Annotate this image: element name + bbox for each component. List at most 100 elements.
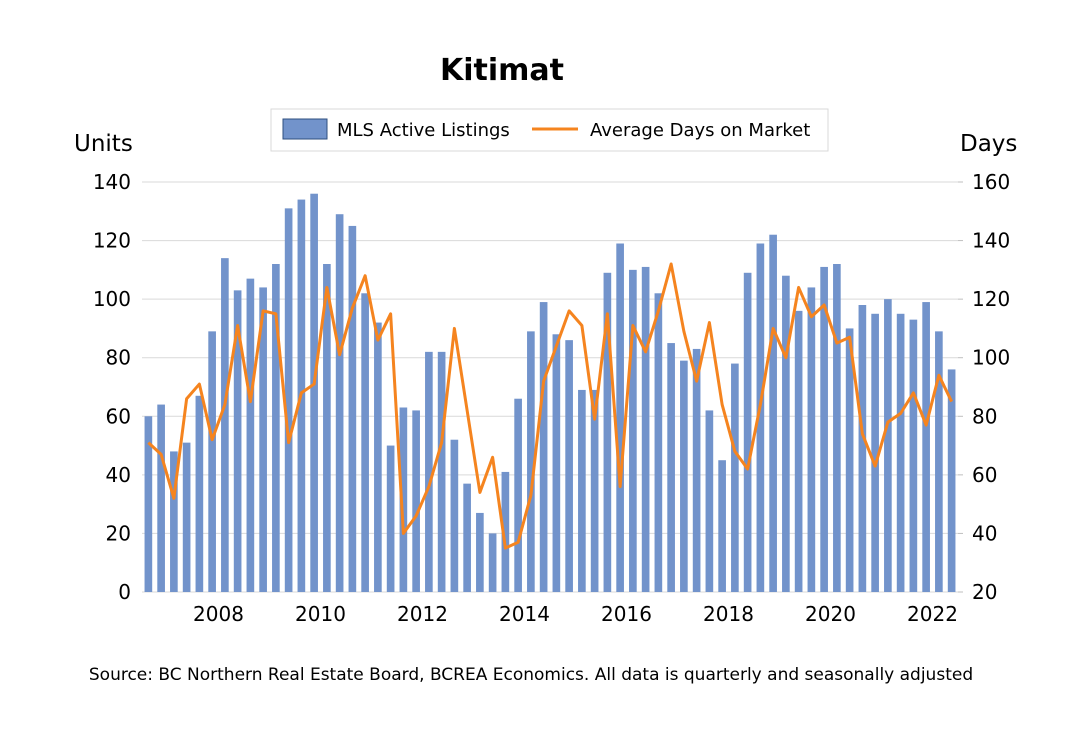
bar-listings	[195, 395, 204, 592]
x-tick-label: 2018	[703, 602, 754, 626]
x-tick-label: 2020	[805, 602, 856, 626]
bar-listings	[896, 313, 905, 592]
bar-listings	[514, 398, 522, 592]
right-tick-label: 80	[972, 404, 997, 428]
bar-listings	[756, 243, 765, 592]
bar-listings	[743, 272, 752, 592]
bar-listings	[565, 340, 573, 592]
x-tick-label: 2016	[601, 602, 652, 626]
bar-listings	[616, 243, 624, 592]
x-tick-label: 2010	[295, 602, 346, 626]
bar-listings	[680, 360, 688, 592]
bar-listings	[705, 410, 714, 592]
bar-listings	[310, 193, 318, 592]
right-axis-label: Days	[960, 131, 1017, 157]
line-days-path	[147, 262, 953, 550]
legend-swatch-listings	[282, 118, 328, 140]
legend: MLS Active Listings Average Days on Mark…	[270, 108, 829, 152]
left-tick-label: 60	[106, 404, 131, 428]
x-tick-label: 2022	[907, 602, 958, 626]
left-tick-label: 80	[106, 346, 131, 370]
bar-listings	[782, 275, 790, 592]
bar-listings	[718, 460, 726, 592]
line-days	[147, 262, 953, 550]
bar-listings	[386, 445, 395, 592]
left-tick-label: 100	[93, 287, 131, 311]
left-tick-labels: 0 20 40 60 80 100 120 140	[93, 170, 131, 604]
bar-listings	[858, 305, 867, 592]
x-tick-label: 2012	[397, 602, 448, 626]
right-tick-label: 20	[972, 580, 997, 604]
left-tick-label: 20	[106, 521, 131, 545]
left-tick-label: 120	[93, 229, 131, 253]
right-tick-label: 100	[972, 346, 1010, 370]
bar-listings	[463, 483, 471, 592]
bar-listings	[399, 407, 408, 592]
bars-listings	[144, 193, 956, 593]
bar-listings	[820, 266, 828, 592]
right-tick-label: 40	[972, 521, 997, 545]
bar-listings	[323, 264, 331, 592]
right-tick-label: 140	[972, 229, 1010, 253]
bar-listings	[845, 328, 854, 592]
bar-listings	[641, 266, 650, 592]
left-tick-label: 0	[118, 580, 131, 604]
bar-listings	[731, 363, 739, 592]
bar-listings	[488, 533, 497, 592]
bar-listings	[425, 351, 433, 592]
bar-listings	[654, 293, 663, 592]
bar-listings	[590, 389, 599, 592]
bar-listings	[539, 302, 548, 592]
bar-listings	[603, 272, 612, 592]
bar-listings	[667, 343, 675, 592]
bar-listings	[144, 416, 153, 592]
bar-listings	[922, 302, 930, 592]
legend-label-days: Average Days on Market	[590, 120, 810, 141]
chart-title: Kitimat	[440, 53, 564, 88]
bar-listings	[335, 214, 344, 592]
bar-listings	[221, 258, 229, 592]
bar-listings	[807, 287, 816, 592]
bar-listings	[527, 331, 535, 592]
bar-listings	[259, 287, 267, 592]
left-axis-label: Units	[74, 131, 133, 157]
bar-listings	[552, 334, 561, 592]
right-tick-labels: 20 40 60 80 100 120 140 160	[958, 170, 1010, 604]
bar-listings	[208, 331, 216, 592]
bar-listings	[871, 313, 879, 592]
bar-listings	[182, 442, 191, 592]
x-tick-label: 2014	[499, 602, 550, 626]
bar-listings	[246, 278, 255, 592]
bar-listings	[769, 234, 777, 592]
bar-listings	[476, 512, 484, 592]
bar-listings	[947, 369, 956, 592]
source-note: Source: BC Northern Real Estate Board, B…	[89, 665, 973, 685]
bar-listings	[437, 351, 446, 592]
left-tick-label: 140	[93, 170, 131, 194]
bar-listings	[935, 331, 943, 592]
x-tick-label: 2008	[193, 602, 244, 626]
right-tick-label: 60	[972, 463, 997, 487]
bar-listings	[361, 293, 369, 592]
left-tick-label: 40	[106, 463, 131, 487]
bar-listings	[450, 439, 459, 592]
bar-listings	[629, 269, 637, 592]
bar-listings	[884, 299, 892, 592]
x-tick-labels: 2008 2010 2012 2014 2016 2018 2020 2022	[193, 602, 958, 626]
bar-listings	[412, 410, 420, 592]
bar-listings	[348, 225, 357, 592]
bar-listings	[374, 322, 382, 592]
bar-listings	[578, 389, 586, 592]
bar-listings	[284, 208, 293, 592]
legend-label-listings: MLS Active Listings	[337, 120, 510, 141]
right-tick-label: 160	[972, 170, 1010, 194]
bar-listings	[272, 264, 280, 592]
right-tick-label: 120	[972, 287, 1010, 311]
bar-listings	[692, 348, 701, 592]
bar-listings	[501, 471, 510, 592]
bar-listings	[157, 404, 165, 592]
bar-listings	[233, 290, 242, 592]
bar-listings	[170, 451, 178, 592]
bar-listings	[909, 319, 918, 592]
